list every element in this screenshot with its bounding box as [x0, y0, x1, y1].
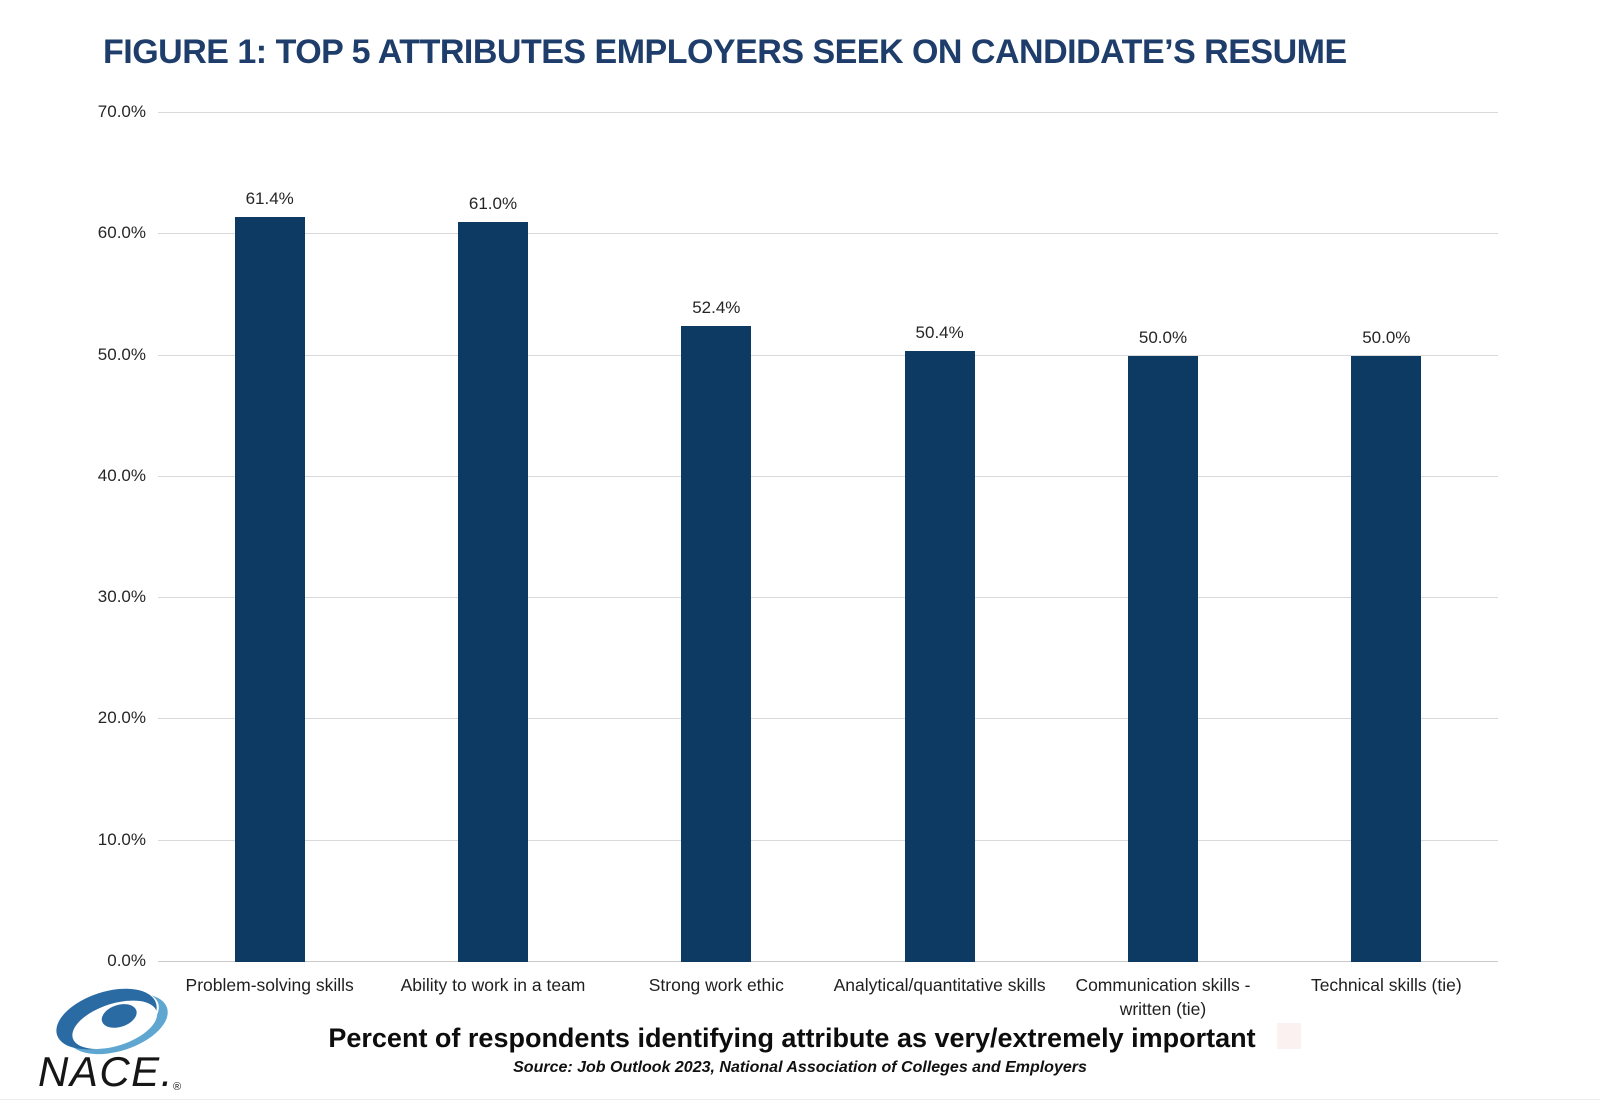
gridline [158, 961, 1498, 962]
render-artifact [1277, 1023, 1301, 1049]
bar [1351, 355, 1422, 962]
bar-value-label: 50.0% [1138, 327, 1188, 347]
bars-layer: 61.4% 61.0% 52.4% 50.4% 50.0% 50.0% [158, 113, 1498, 962]
gridline [158, 718, 1498, 720]
category-cell: Problem-solving skills [158, 973, 381, 1021]
bar [1127, 355, 1198, 962]
bar-chart-plot-area: 70.0% 60.0% 50.0% 40.0% 30.0% 20.0% 10.0% 0.0% … [98, 102, 1498, 1019]
category-cell: Technical skills (tie) [1275, 973, 1498, 1021]
bar-value-label: 50.4% [915, 322, 964, 342]
category-cell: Strong work ethic [605, 973, 828, 1021]
bar-column: 61.0% [381, 113, 604, 962]
gridline [158, 112, 1498, 113]
category-cell: Ability to work in a team [381, 973, 604, 1021]
source-note: Source: Job Outlook 2023, National Assoc… [513, 1059, 1087, 1076]
gridline [158, 233, 1498, 235]
bar-column: 50.4% [828, 113, 1051, 962]
bar [234, 217, 305, 962]
registered-trademark-icon: ® [173, 1081, 181, 1093]
x-category-labels: Problem-solving skills Ability to work in… [158, 973, 1498, 1021]
nace-wordmark: NACE. [38, 1048, 174, 1095]
y-tick-label: 20.0% [97, 708, 146, 728]
nace-swirl-icon [56, 988, 168, 1055]
nace-logo: NACE. ® [38, 988, 181, 1095]
x-category-label: Problem-solving skills [185, 975, 354, 995]
x-category-label: Communication skills - written (tie) [1075, 975, 1251, 1019]
x-axis-title: Percent of respondents identifying attri… [328, 1023, 1256, 1053]
bar-value-label: 61.0% [468, 194, 518, 214]
gridline [158, 354, 1498, 356]
figure-title: FIGURE 1: TOP 5 ATTRIBUTES EMPLOYERS SEE… [103, 33, 1347, 71]
bar [457, 222, 528, 962]
y-tick-label: 50.0% [97, 344, 146, 364]
bar [904, 350, 975, 962]
y-tick-label: 60.0% [97, 223, 146, 243]
bar-column: 52.4% [605, 113, 828, 962]
y-tick-label: 70.0% [97, 102, 146, 121]
x-category-label: Ability to work in a team [400, 975, 586, 995]
x-category-label: Technical skills (tie) [1310, 975, 1462, 995]
bar-value-label: 61.4% [245, 189, 294, 209]
bottom-divider [0, 1099, 1600, 1100]
x-category-label: Strong work ethic [648, 975, 784, 995]
gridline [158, 597, 1498, 599]
bar-column: 61.4% [158, 113, 381, 962]
bar-column: 50.0% [1051, 113, 1274, 962]
bar-value-label: 50.0% [1362, 327, 1411, 347]
category-cell: Communication skills - written (tie) [1051, 973, 1274, 1021]
y-tick-label: 30.0% [97, 587, 146, 607]
y-tick-label: 10.0% [97, 829, 146, 849]
category-cell: Analytical/quantitative skills [828, 973, 1051, 1021]
bar [681, 326, 752, 962]
bar-column: 50.0% [1275, 113, 1498, 962]
y-tick-label: 40.0% [97, 465, 146, 485]
x-category-label: Analytical/quantitative skills [833, 975, 1046, 995]
gridline [158, 839, 1498, 841]
bar-value-label: 52.4% [692, 298, 741, 318]
gridline [158, 475, 1498, 477]
y-tick-label: 0.0% [107, 951, 146, 970]
